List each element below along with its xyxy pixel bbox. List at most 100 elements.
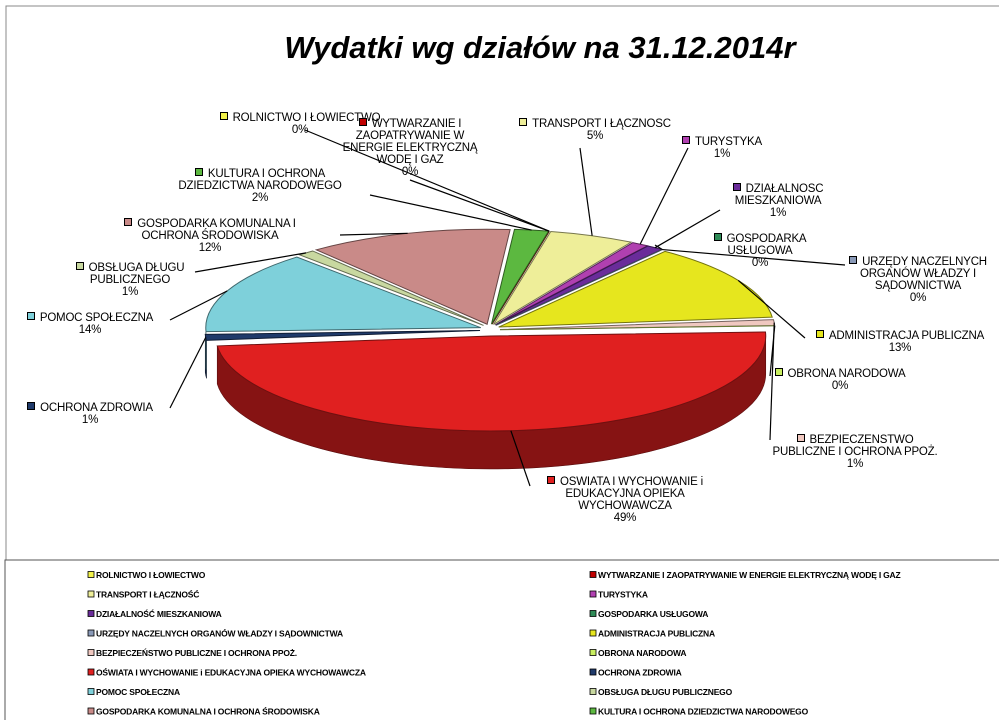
data-label: KULTURA I OCHRONA DZIEDZICTWA NARODOWEGO… [175,168,345,238]
data-label-name: OBSŁUGA DŁUGU PUBLICZNEGO [55,262,205,286]
slice [216,331,767,432]
data-label-value: 14% [78,324,102,336]
data-label-value: 12% [198,242,222,254]
legend-marker [589,610,597,617]
data-label-value: 1% [846,458,864,470]
data-label-name: OBRONA NARODOWA [760,368,920,380]
data-label-box: DZIAŁALNOŚĆ MIESZKANIOWA 1% [723,183,833,219]
data-label: GOSPODARKA KOMUNALNA I OCHRONA ŚRODOWISK… [110,218,310,288]
slice [205,256,481,333]
legend-label: TRANSPORT I ŁĄCZNOŚĆ [96,589,199,600]
legend-label: DZIAŁALNOŚĆ MIESZKANIOWA [96,608,222,619]
data-label-name: WYTWARZANIE I ZAOPATRYWANIE W ENERGIE EL… [340,118,480,166]
data-label-box: TURYSTYKA 1% [677,136,767,160]
legend-label: OBSŁUGA DŁUGU PUBLICZNEGO [598,687,733,697]
data-label-box: GOSPODARKA USŁUGOWA 0% [680,233,840,269]
data-label-name: POMOC SPOŁECZNA [5,312,175,324]
data-label-value: 1% [713,148,731,160]
data-label-box: GOSPODARKA KOMUNALNA I OCHRONA ŚRODOWISK… [110,218,310,254]
legend-marker [87,571,95,578]
leader-line [654,244,663,251]
data-label-value: 1% [769,207,787,219]
data-label-box: POMOC SPOŁECZNA 14% [5,312,175,336]
leader-line [339,232,408,236]
legend-label: OBRONA NARODOWA [598,648,686,658]
data-label-name: TURYSTYKA [677,136,767,148]
legend-marker [589,649,597,656]
data-label-value: 0% [831,380,849,392]
leader-line [169,337,207,409]
pie-tops [204,228,776,432]
legend-label: URZĘDY NACZELNYCH ORGANÓW WŁADZY I SĄDOW… [96,628,343,639]
legend-marker [589,590,597,598]
legend-marker [87,629,95,637]
legend-marker [87,668,95,676]
leader-line [737,279,806,339]
data-label-value: 1% [81,414,99,426]
data-label: BEZPIECZEŃSTWO PUBLICZNE I OCHRONA PPOŻ.… [770,434,940,504]
legend-box [4,559,999,720]
data-label-name: GOSPODARKA KOMUNALNA I OCHRONA ŚRODOWISK… [110,218,310,242]
data-label: WYTWARZANIE I ZAOPATRYWANIE W ENERGIE EL… [340,118,480,188]
data-label-value: 5% [586,130,604,142]
data-label: OŚWIATA I WYCHOWANIE i EDUKACYJNA OPIEKA… [530,476,720,546]
legend-label: POMOC SPOŁECZNA [96,687,180,697]
legend-marker [87,688,95,695]
leader-line [369,194,532,231]
leader-line [639,147,689,245]
data-label-box: OŚWIATA I WYCHOWANIE i EDUKACYJNA OPIEKA… [530,476,720,524]
legend-marker [87,610,95,617]
leader-line [169,290,228,321]
legend-label: ROLNICTWO I ŁOWIECTWO [96,570,206,580]
data-label-box: OBRONA NARODOWA 0% [760,368,920,392]
legend-marker [589,707,597,715]
data-label-name: TRANSPORT I ŁĄCZNOŚĆ [495,118,695,130]
data-label-box: ADMINISTRACJA PUBLICZNA 13% [805,330,995,354]
data-label-name: GOSPODARKA USŁUGOWA [680,233,840,257]
legend-marker [589,688,597,695]
data-label-value: 0% [291,124,309,136]
data-label-box: KULTURA I OCHRONA DZIEDZICTWA NARODOWEGO… [175,168,345,204]
legend-label: TURYSTYKA [598,590,648,600]
data-label-value: 0% [401,166,419,178]
data-label-name: BEZPIECZEŃSTWO PUBLICZNE I OCHRONA PPOŻ. [770,434,940,458]
legend-label: ADMINISTRACJA PUBLICZNA [598,629,715,639]
legend-label: BEZPIECZEŃSTWO PUBLICZNE I OCHRONA PPOŻ. [96,648,297,658]
legend-marker [589,571,597,578]
slice [298,250,484,326]
data-label-value: 13% [888,342,912,354]
data-label-box: URZĘDY NACZELNYCH ORGANÓW WŁADZY I SĄDOW… [843,256,993,304]
data-label-name: KULTURA I OCHRONA DZIEDZICTWA NARODOWEGO [175,168,345,192]
legend-marker [87,590,95,598]
chart-title: Wydatki wg działów na 31.12.2014r [284,30,797,65]
slice [493,230,633,325]
legend-label: GOSPODARKA USŁUGOWA [598,609,708,619]
data-label-box: BEZPIECZEŃSTWO PUBLICZNE I OCHRONA PPOŻ.… [770,434,940,470]
data-label-box: WYTWARZANIE I ZAOPATRYWANIE W ENERGIE EL… [340,118,480,178]
data-label-value: 1% [121,286,139,298]
data-label-name: OCHRONA ZDROWIA [5,402,175,414]
leader-line [579,147,593,236]
legend-label: GOSPODARKA KOMUNALNA I OCHRONA ŚRODOWISK… [96,706,320,717]
legend-marker [87,649,95,656]
data-label: URZĘDY NACZELNYCH ORGANÓW WŁADZY I SĄDOW… [843,256,993,326]
leader-line [409,179,550,232]
legend-label: WYTWARZANIE I ZAOPATRYWANIE W ENERGIE EL… [598,570,901,580]
data-label-box: TRANSPORT I ŁĄCZNOŚĆ 5% [495,118,695,142]
leader-line [194,252,307,273]
leader-line [654,209,721,249]
leader-line [510,430,531,487]
legend-label: OŚWIATA I WYCHOWANIE i EDUKACYJNA OPIEKA… [96,667,366,678]
data-label-box: OCHRONA ZDROWIA 1% [5,402,175,426]
